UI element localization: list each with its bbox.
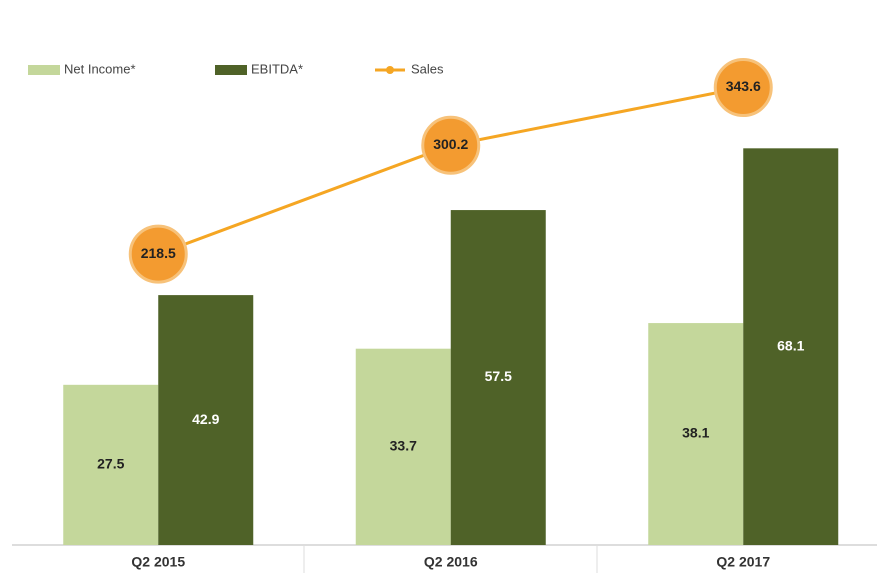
bar (355, 348, 451, 545)
line-marker (128, 224, 188, 284)
legend-swatch (28, 65, 60, 75)
bar (743, 148, 839, 545)
line-marker (421, 115, 481, 175)
legend-marker (386, 66, 394, 74)
data-label: 218.5 (141, 245, 176, 261)
data-label: 343.6 (726, 78, 761, 94)
data-label: 68.1 (777, 337, 804, 353)
data-label: 27.5 (97, 456, 124, 472)
line-marker (713, 58, 773, 118)
data-label: 300.2 (433, 136, 468, 152)
bar (450, 210, 546, 545)
bar (648, 323, 744, 545)
x-tick-label: Q2 2016 (424, 554, 478, 570)
bar (63, 384, 159, 545)
legend-label: Sales (411, 61, 444, 76)
data-label: 33.7 (390, 438, 417, 454)
data-label: 57.5 (485, 368, 512, 384)
legend-swatch (215, 65, 247, 75)
legend-label: Net Income* (64, 61, 136, 76)
x-tick-label: Q2 2015 (131, 554, 185, 570)
data-label: 38.1 (682, 425, 709, 441)
legend-label: EBITDA* (251, 61, 303, 76)
bar (158, 295, 254, 545)
data-label: 42.9 (192, 411, 219, 427)
x-tick-label: Q2 2017 (716, 554, 770, 570)
